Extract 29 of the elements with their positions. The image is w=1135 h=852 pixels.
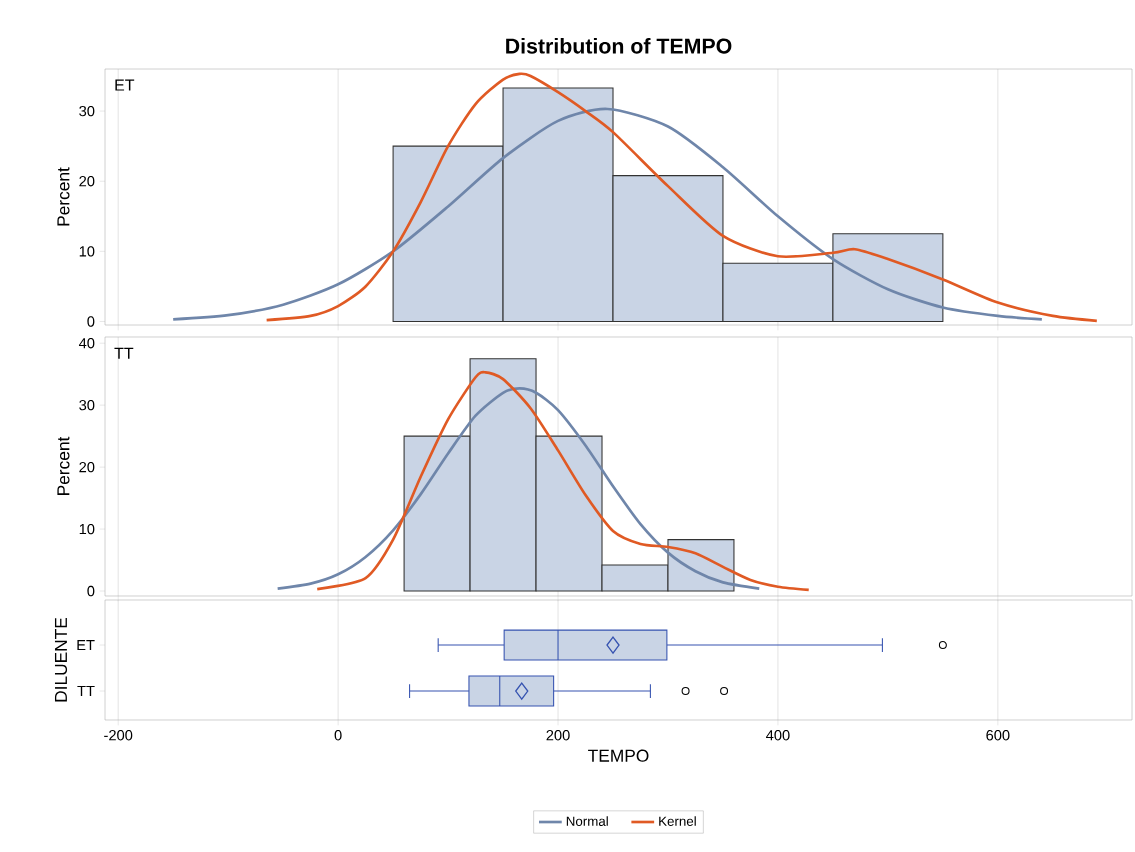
y-tick-label: ET: [77, 640, 95, 651]
line-series: [171, 107, 1044, 321]
x-tick-label: 200: [546, 730, 570, 741]
y-axis-title: Percent: [57, 436, 70, 495]
legend-label: Normal: [566, 816, 608, 826]
y-axis-title: DILUENTE: [54, 617, 68, 702]
y-tick-label: 0: [87, 316, 95, 327]
legend-label: Kernel: [659, 816, 696, 826]
y-tick-label: 30: [79, 105, 95, 117]
y-tick-label: 0: [87, 585, 95, 597]
x-tick-label: 600: [986, 730, 1010, 741]
y-tick-label: 10: [79, 523, 95, 535]
line-series: [315, 370, 811, 592]
annotation: TT: [114, 347, 134, 359]
x-tick-label: -200: [104, 730, 133, 741]
x-axis-title: TEMPO: [588, 749, 649, 762]
y-tick-label: TT: [77, 686, 95, 697]
y-tick-label: 30: [79, 399, 95, 411]
annotation: ET: [115, 79, 135, 91]
y-tick-label: 40: [78, 338, 95, 349]
x-tick-label: 400: [766, 730, 790, 741]
line-series: [265, 72, 1099, 323]
y-tick-label: 20: [79, 176, 95, 187]
x-tick-label: 0: [334, 730, 342, 741]
y-tick-label: 10: [79, 246, 95, 257]
chart-title: Distribution of TEMPO: [506, 37, 732, 54]
y-tick-label: 20: [79, 461, 95, 473]
line-series: [276, 387, 761, 590]
y-axis-title: Percent: [57, 167, 70, 226]
